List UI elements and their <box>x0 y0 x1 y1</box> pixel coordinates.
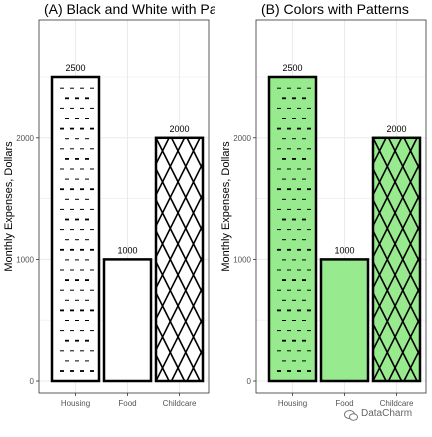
watermark-text: DataCharm <box>361 408 412 419</box>
y-tick-label: 2000 <box>16 134 34 143</box>
x-tick-label: Childcare <box>163 399 197 408</box>
panel-title-group: (B) Colors with Patterns <box>261 1 409 17</box>
data-label: 1000 <box>117 245 137 255</box>
y-tick-label: 1000 <box>233 255 251 264</box>
x-tick-label: Housing <box>61 399 90 408</box>
bar-food <box>104 259 151 381</box>
watermark: DataCharm <box>344 408 412 419</box>
chart-panel-b: 2500 1000 2000 0 1000 2000 Housing Food Childcar… <box>218 1 432 408</box>
panel-title-group: (A) Black and White with Patterns <box>44 1 253 17</box>
data-label: 2500 <box>65 63 85 73</box>
y-tick-label: 0 <box>247 377 252 386</box>
chart-title: (B) Colors with Patterns <box>261 1 409 17</box>
x-tick-label: Food <box>335 399 353 408</box>
bar-fill <box>104 259 151 381</box>
chart-title: (A) Black and White with Patterns <box>44 1 253 17</box>
bar-fill <box>321 259 368 381</box>
data-label: 2000 <box>386 124 406 134</box>
x-tick-label: Food <box>118 399 136 408</box>
bar-fill <box>52 77 99 381</box>
bar-fill <box>269 77 316 381</box>
data-label: 2500 <box>282 63 302 73</box>
bar-fill <box>373 138 420 381</box>
y-axis-title: Monthly Expenses, Dollars <box>3 141 15 272</box>
data-label: 1000 <box>334 245 354 255</box>
y-tick-label: 1000 <box>16 255 34 264</box>
x-tick-label: Childcare <box>380 399 414 408</box>
bar-housing <box>52 77 99 381</box>
bar-food <box>321 259 368 381</box>
y-tick-label: 0 <box>30 377 35 386</box>
wechat-icon <box>344 408 358 419</box>
y-axis-title: Monthly Expenses, Dollars <box>220 141 232 272</box>
data-label: 2000 <box>169 124 189 134</box>
bar-housing <box>269 77 316 381</box>
x-tick-label: Housing <box>278 399 307 408</box>
bar-fill <box>156 138 203 381</box>
y-tick-label: 2000 <box>233 134 251 143</box>
